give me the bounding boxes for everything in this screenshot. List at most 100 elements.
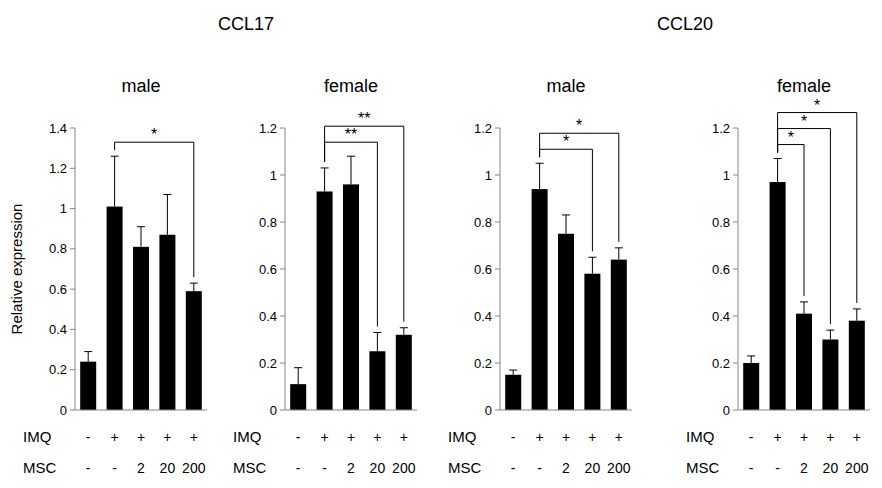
- category-label: -: [322, 460, 327, 476]
- error-bar: [562, 215, 570, 234]
- marks: [80, 156, 202, 410]
- error-stem: [377, 332, 378, 351]
- error-cap: [588, 257, 596, 258]
- error-bar: [111, 156, 119, 206]
- marks: [290, 156, 412, 410]
- category-label: -: [749, 429, 754, 445]
- y-tick: [495, 363, 500, 364]
- y-tick: [280, 316, 285, 317]
- chart: female00.20.40.60.811.2IMQ-++++MSC--2202…: [686, 76, 870, 476]
- significance-label: *: [801, 113, 807, 130]
- category-label: +: [853, 429, 861, 445]
- category-label: -: [749, 460, 754, 476]
- y-tick-label: 1: [270, 168, 277, 183]
- error-bar: [347, 156, 355, 184]
- chart-title: female: [777, 76, 831, 96]
- bar: [743, 363, 759, 410]
- bar: [159, 235, 175, 410]
- y-tick-label: 0.2: [259, 356, 277, 371]
- category-label: +: [826, 429, 834, 445]
- figure: CCL17maleRelative expression00.20.40.60.…: [0, 0, 882, 488]
- error-cap: [137, 226, 145, 227]
- category-label: +: [137, 429, 145, 445]
- error-bar: [373, 332, 381, 351]
- error-stem: [830, 330, 831, 339]
- bar: [343, 184, 359, 410]
- error-bar: [137, 227, 145, 247]
- y-tick-label: 0.8: [474, 215, 492, 230]
- y-tick-label: 0.2: [474, 356, 492, 371]
- error-stem: [167, 194, 168, 234]
- category-label: +: [562, 429, 570, 445]
- y-tick-label: 0: [485, 403, 492, 418]
- y-tick-label: 0.8: [712, 215, 730, 230]
- error-bar: [294, 368, 302, 384]
- y-tick-label: 0.8: [259, 215, 277, 230]
- error-stem: [539, 163, 540, 189]
- error-stem: [566, 215, 567, 234]
- row-label: IMQ: [23, 428, 51, 445]
- y-tick: [495, 222, 500, 223]
- category-label: -: [511, 429, 516, 445]
- error-cap: [321, 167, 329, 168]
- bar: [186, 291, 202, 410]
- y-tick: [495, 175, 500, 176]
- row-label: MSC: [23, 459, 57, 476]
- row-label: IMQ: [686, 428, 714, 445]
- category-label: 200: [607, 460, 631, 476]
- y-tick: [70, 128, 75, 129]
- bar: [611, 260, 627, 410]
- row-label: MSC: [686, 459, 720, 476]
- significance-bracket: [325, 126, 404, 322]
- significance-label: *: [151, 126, 157, 143]
- significance-label: *: [788, 129, 794, 146]
- y-tick: [280, 363, 285, 364]
- error-stem: [751, 356, 752, 363]
- error-bar: [190, 283, 198, 291]
- bar: [396, 335, 412, 410]
- error-stem: [513, 370, 514, 375]
- bar: [532, 189, 548, 410]
- chart-title: female: [324, 76, 378, 96]
- y-tick: [733, 175, 738, 176]
- y-tick: [280, 128, 285, 129]
- significance-bracket: [115, 142, 194, 277]
- error-cap: [536, 163, 544, 164]
- bar: [80, 362, 96, 410]
- y-tick: [495, 410, 500, 411]
- category-label: -: [511, 460, 516, 476]
- y-tick-label: 0.8: [49, 241, 67, 256]
- bar: [133, 247, 149, 410]
- y-axis-label: Relative expression: [8, 204, 25, 335]
- error-stem: [193, 283, 194, 291]
- error-stem: [856, 309, 857, 321]
- group-title: CCL20: [657, 14, 713, 34]
- y-tick: [70, 208, 75, 209]
- error-cap: [373, 332, 381, 333]
- error-cap: [111, 156, 119, 157]
- chart-title: male: [546, 76, 585, 96]
- error-stem: [804, 302, 805, 314]
- error-stem: [403, 328, 404, 335]
- significance-bracket: [540, 149, 593, 251]
- category-label: +: [347, 429, 355, 445]
- error-cap: [347, 156, 355, 157]
- error-stem: [777, 159, 778, 183]
- y-tick: [733, 269, 738, 270]
- error-bar: [400, 328, 408, 335]
- y-tick: [495, 269, 500, 270]
- x-axis-line: [738, 410, 870, 411]
- category-label: -: [86, 460, 91, 476]
- bar: [558, 234, 574, 410]
- chart-title: male: [121, 76, 160, 96]
- category-label: +: [111, 429, 119, 445]
- error-stem: [298, 368, 299, 384]
- error-cap: [400, 327, 408, 328]
- error-stem: [88, 352, 89, 362]
- y-tick-label: 0.2: [49, 362, 67, 377]
- error-cap: [562, 214, 570, 215]
- category-label: +: [400, 429, 408, 445]
- error-bar: [84, 352, 92, 362]
- category-label: 2: [347, 460, 355, 476]
- significance-label: **: [345, 126, 357, 143]
